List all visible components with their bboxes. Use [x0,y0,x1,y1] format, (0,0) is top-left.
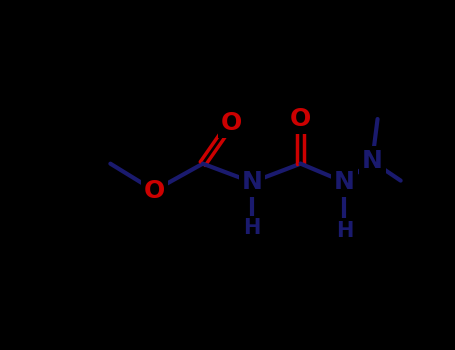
Text: H: H [243,218,261,238]
Text: O: O [221,111,242,135]
Text: O: O [144,178,165,203]
Text: N: N [362,149,383,173]
Text: N: N [334,170,355,194]
Text: N: N [242,170,263,194]
Text: H: H [336,220,353,241]
Text: O: O [290,107,311,131]
